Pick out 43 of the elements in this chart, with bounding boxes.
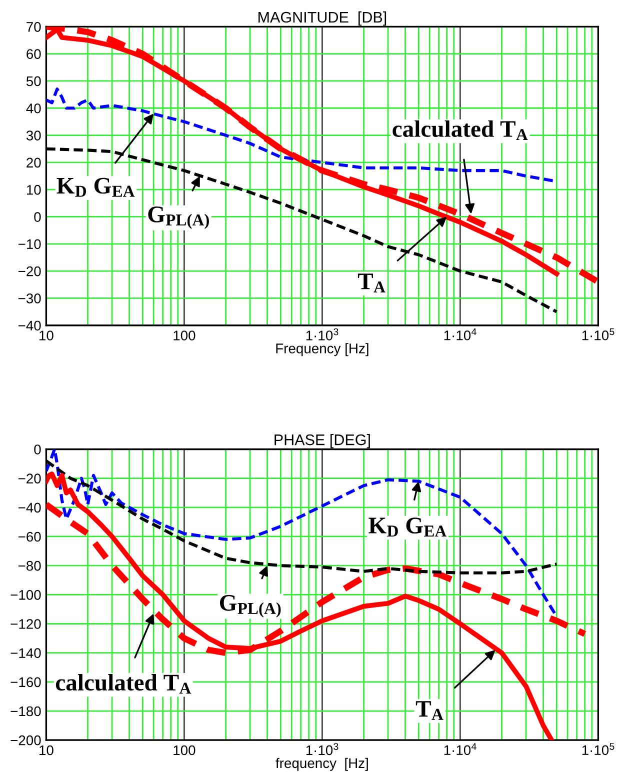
y-tick-label: −20: [18, 266, 41, 276]
y-tick-label: −30: [18, 294, 41, 304]
y-tick-label: −60: [18, 532, 41, 542]
y-tick-label: −140: [10, 648, 41, 658]
x-tick-label: 100: [174, 745, 196, 756]
y-tick-label: 0: [34, 212, 41, 222]
y-tick-label: 50: [26, 76, 41, 86]
y-tick-label: −100: [10, 590, 41, 600]
y-tick-label: −180: [10, 706, 41, 716]
x-tick-label: 100: [174, 330, 196, 340]
y-tick-label: −40: [18, 502, 41, 513]
chart-title: MAGNITUDE [DB]: [258, 11, 386, 26]
x-axis-title: frequency [Hz]: [276, 758, 368, 771]
y-tick-label: 70: [26, 22, 41, 32]
annotation: K$_{D}$ G$_{EA}$: [368, 518, 447, 537]
annotation: T$_{A}$: [358, 274, 386, 292]
y-tick-label: 40: [26, 103, 41, 114]
y-tick-label: −40: [18, 320, 41, 331]
annotation: calculated T$_{A}$: [56, 674, 192, 694]
annotation: T$_{A}$: [416, 701, 444, 720]
x-tick-label: 1·10$^{4}$: [444, 328, 476, 340]
y-tick-label: 60: [26, 49, 41, 59]
y-tick-label: 10: [26, 184, 41, 195]
x-tick-label: 1·10$^{5}$: [582, 743, 614, 756]
y-tick-label: −120: [10, 619, 41, 629]
y-tick-label: −200: [10, 735, 41, 746]
y-tick-label: −160: [10, 677, 41, 688]
chart-title: PHASE [DEG]: [274, 434, 370, 448]
annotation: G$_{PL(A)}$: [148, 206, 209, 229]
y-tick-label: −80: [18, 560, 41, 571]
y-tick-label: −20: [18, 474, 41, 484]
y-tick-label: 20: [26, 158, 41, 168]
x-tick-label: 1·10$^{4}$: [444, 743, 476, 756]
annotation: calculated T$_{A}$: [392, 120, 528, 140]
x-tick-label: 1·10$^{3}$: [306, 743, 338, 756]
y-tick-label: 0: [34, 444, 41, 454]
x-tick-label: 1·10$^{5}$: [582, 328, 614, 340]
x-tick-label: 1·10$^{3}$: [306, 328, 338, 340]
annotation: G$_{PL(A)}$: [220, 594, 281, 618]
annotation: K$_{D}$ G$_{EA}$: [56, 178, 135, 197]
y-tick-label: −10: [18, 239, 41, 250]
y-tick-label: 30: [26, 130, 41, 140]
x-axis-title: Frequency [Hz]: [276, 343, 368, 356]
